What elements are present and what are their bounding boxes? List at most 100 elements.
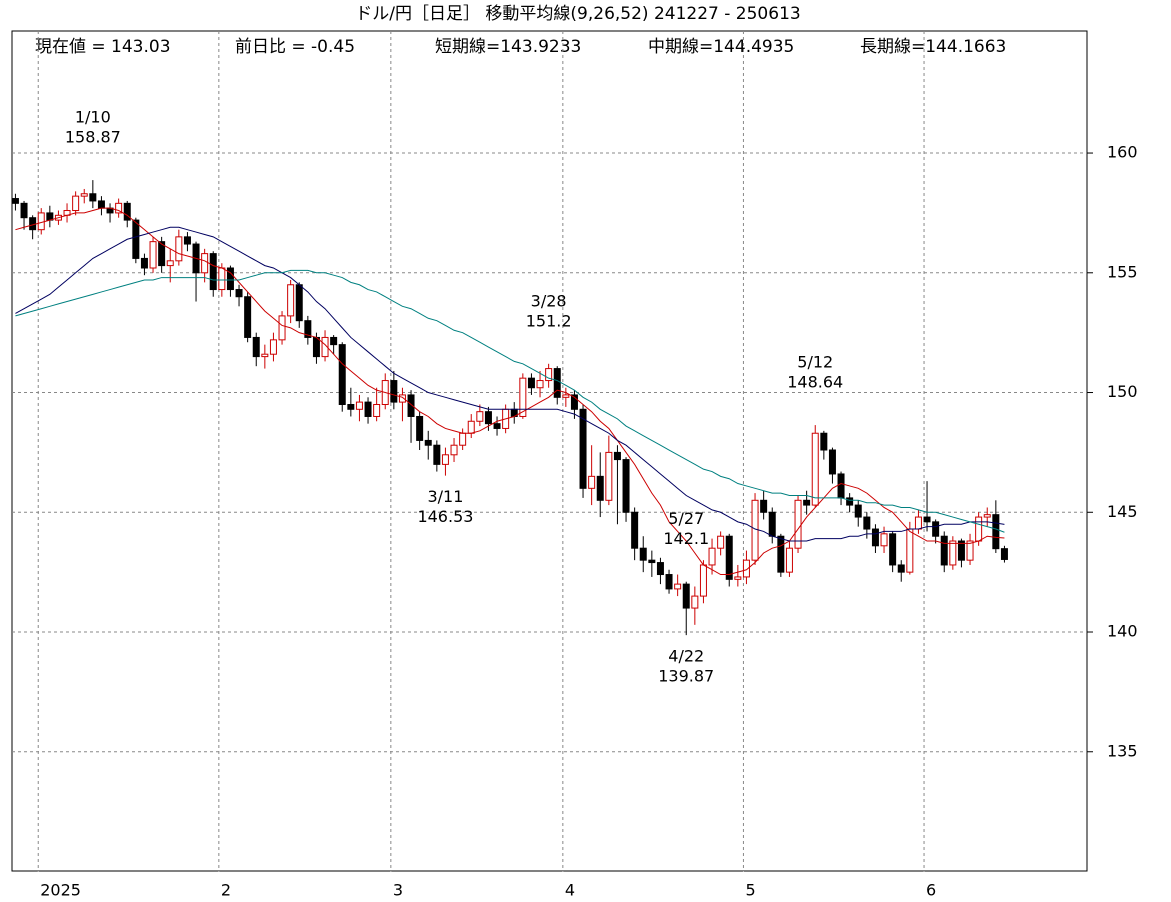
candle-body [132, 219, 140, 259]
candle-body [932, 521, 940, 537]
candle-body [89, 193, 97, 202]
candle-body [940, 535, 948, 566]
candle-body [691, 595, 699, 609]
candle-body [407, 394, 415, 417]
candle-body [897, 564, 905, 573]
candle-body [355, 401, 363, 410]
candle-body [149, 241, 157, 269]
candle-body [708, 547, 716, 566]
candle-body [72, 195, 80, 212]
candle-body [536, 380, 544, 389]
candle-body [639, 547, 647, 561]
candle-body [734, 576, 742, 580]
candle-body [166, 260, 174, 267]
candle-body [923, 516, 931, 523]
candle-body [889, 533, 897, 566]
candle-body [966, 540, 974, 561]
candle-body [373, 404, 381, 417]
x-tick-label: 3 [393, 881, 403, 900]
x-tick-label: 4 [565, 881, 575, 900]
candle-body [261, 353, 269, 358]
candle-body [725, 535, 733, 580]
candle-body [957, 540, 965, 561]
moving-average-line [15, 207, 1005, 576]
x-tick-label: 6 [926, 881, 936, 900]
candle-body [115, 202, 123, 214]
candle-body [312, 336, 320, 358]
candle-body [527, 377, 535, 389]
candle-body [622, 459, 630, 513]
annotation-date: 3/11 [427, 487, 463, 506]
y-tick-label: 140 [1107, 622, 1138, 641]
candle-body [613, 451, 621, 461]
candle-body [553, 368, 561, 398]
chart-title: ドル/円［日足］ 移動平均線(9,26,52) 241227 - 250613 [355, 4, 800, 24]
candle-body [751, 499, 759, 561]
candle-body [416, 415, 424, 441]
candle-body [983, 514, 991, 518]
annotation-date: 1/10 [75, 108, 111, 127]
x-tick-label: 2 [221, 881, 231, 900]
candle-body [768, 511, 776, 537]
candle-body [183, 236, 191, 245]
candle-body [450, 444, 458, 456]
info-long-ma: 長期線=144.1663 [860, 37, 1006, 57]
annotation-value: 151.2 [526, 311, 572, 330]
candle-body [820, 432, 828, 451]
candle-body [80, 193, 88, 197]
candle-body [880, 533, 888, 547]
candle-body [562, 394, 570, 398]
candle-body [295, 284, 303, 322]
candle-body [364, 401, 372, 417]
candle-body [717, 535, 725, 549]
candle-body [579, 408, 587, 489]
candle-body [252, 336, 260, 358]
candle-body [588, 475, 596, 489]
candle-body [11, 198, 19, 204]
candle-body [175, 236, 183, 262]
candle-body [992, 514, 1000, 550]
annotation-value: 142.1 [663, 529, 709, 548]
candle-body [828, 449, 836, 475]
y-tick-label: 155 [1107, 262, 1138, 281]
candle-body [441, 454, 449, 465]
annotation-date: 4/22 [668, 647, 704, 666]
candle-body [871, 528, 879, 547]
candle-body [97, 200, 105, 209]
candle-body [648, 559, 656, 564]
candle-body [975, 516, 983, 542]
candle-body [269, 339, 277, 355]
annotation-value: 139.87 [658, 667, 714, 686]
candle-body [699, 564, 707, 597]
candle-body [201, 253, 209, 274]
candle-body [656, 562, 664, 576]
candle-body [209, 253, 217, 291]
candle-body [347, 404, 355, 410]
candle-body [226, 267, 234, 291]
candle-body [906, 528, 914, 573]
annotation-date: 5/27 [668, 509, 704, 528]
candle-body [29, 217, 37, 231]
annotation-date: 5/12 [797, 353, 833, 372]
candle-body [304, 320, 312, 338]
annotation-value: 148.64 [787, 373, 843, 392]
candle-body [811, 432, 819, 506]
info-short-ma: 短期線=143.9233 [435, 37, 581, 57]
candle-body [390, 380, 398, 403]
y-tick-label: 150 [1107, 382, 1138, 401]
candle-body [760, 499, 768, 513]
candle-body [631, 511, 639, 549]
candle-body [519, 377, 527, 417]
candle-body [785, 547, 793, 573]
candle-body [803, 499, 811, 506]
candle-body [777, 535, 785, 573]
y-tick-label: 135 [1107, 741, 1138, 760]
candle-body [140, 257, 148, 269]
candle-body [321, 336, 329, 358]
candle-body [424, 439, 432, 446]
candle-body [837, 473, 845, 499]
candle-body [398, 394, 406, 403]
candle-body [949, 540, 957, 566]
candle-body [235, 289, 243, 298]
